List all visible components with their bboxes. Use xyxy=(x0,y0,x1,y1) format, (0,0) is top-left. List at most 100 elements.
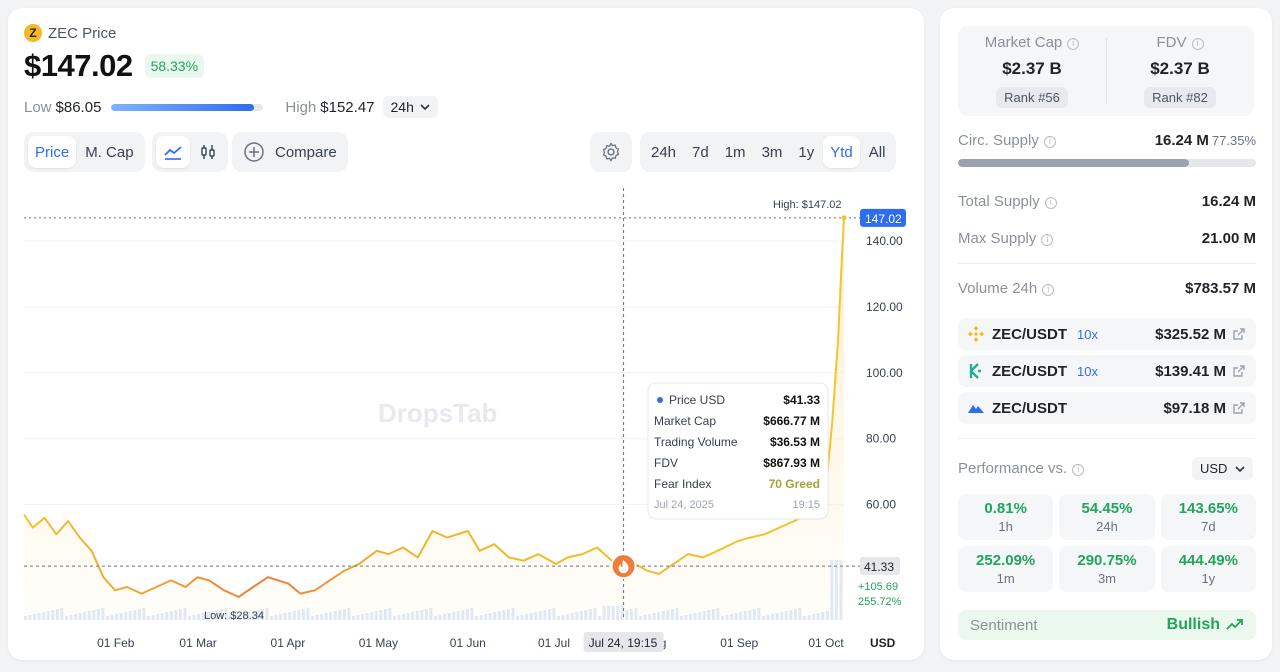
range-period-select[interactable]: 24h xyxy=(382,96,438,118)
perf-value: 0.81% xyxy=(984,500,1027,517)
max-supply-row: Max Supply i 21.00 M xyxy=(958,230,1256,247)
tab-timeframe-24h[interactable]: 24h xyxy=(651,143,677,161)
y-tick-label: 120.00 xyxy=(866,300,903,314)
perf-cell-1h: 0.81% 1h xyxy=(958,494,1054,540)
x-tick-label: 01 Oct xyxy=(808,636,844,650)
info-icon[interactable]: i xyxy=(1043,136,1056,148)
current-price-tag-bg xyxy=(860,208,906,227)
tooltip-box xyxy=(647,382,829,520)
pair-name: ZEC/USDT xyxy=(992,362,1067,380)
y-tick-label: 80.00 xyxy=(866,432,896,446)
tab-timeframe-1m[interactable]: 1m xyxy=(724,143,746,161)
tab-timeframe-ytd[interactable]: Ytd xyxy=(823,136,860,168)
candlestick-button[interactable] xyxy=(192,136,224,168)
line-chart-button[interactable] xyxy=(156,136,190,168)
performance-currency: USD xyxy=(1200,461,1228,476)
pair-volume: $139.41 M xyxy=(1155,362,1226,380)
external-link-icon[interactable] xyxy=(1232,364,1246,378)
hover-date-tag: Jul 24, 19:15 xyxy=(589,636,658,650)
flame-icon xyxy=(618,560,629,574)
hover-date-tag-bg xyxy=(583,632,664,652)
price-chart[interactable]: 140.00 120.00 100.00 80.00 60.00 DropsTab High… xyxy=(8,188,924,654)
perf-period: 24h xyxy=(1096,519,1118,534)
tab-price[interactable]: Price xyxy=(28,136,77,168)
change-pct: 255.72% xyxy=(858,596,902,608)
divider xyxy=(958,438,1256,439)
info-icon[interactable]: i xyxy=(1044,197,1057,209)
price-change-badge: 58.33% xyxy=(144,54,205,78)
performance-header: Performance vs. i xyxy=(958,460,1178,477)
pair-row-binance[interactable]: ZEC/USDT 10x $325.52 M xyxy=(958,318,1256,350)
cap-fdv-box: Market Cap i $2.37 B Rank #56 FDV i $2.37 … xyxy=(958,26,1254,116)
perf-cell-24h: 54.45% 24h xyxy=(1059,494,1155,540)
range-row: Low $86.05 High $152.47 24h xyxy=(24,96,438,118)
external-link-icon[interactable] xyxy=(1232,327,1246,341)
price-area xyxy=(24,217,844,621)
fdv-block: FDV i $2.37 B Rank #82 xyxy=(1106,26,1254,108)
external-link-icon[interactable] xyxy=(1232,401,1246,415)
low-label: Low xyxy=(24,98,52,116)
y-tick-label: 140.00 xyxy=(866,234,903,248)
pair-leverage: 10x xyxy=(1077,326,1098,342)
info-icon[interactable]: i xyxy=(1067,38,1080,50)
circ-supply-fill xyxy=(958,159,1189,167)
perf-cell-3m: 290.75% 3m xyxy=(1059,546,1155,592)
pair-row-third[interactable]: ZEC/USDT $97.18 M xyxy=(958,392,1256,424)
tooltip-value: 70 Greed xyxy=(769,477,820,491)
pair-volume: $325.52 M xyxy=(1155,325,1226,343)
tab-market-cap[interactable]: M. Cap xyxy=(85,143,134,161)
line-chart-icon xyxy=(164,146,182,160)
x-tick-label: 01 Jul xyxy=(538,636,570,650)
volume-row: Volume 24h i $783.57 M xyxy=(958,280,1256,297)
tab-timeframe-all[interactable]: All xyxy=(868,143,886,161)
compare-button[interactable]: Compare xyxy=(236,136,344,168)
info-icon[interactable]: i xyxy=(1042,284,1055,296)
perf-value: 143.65% xyxy=(1178,500,1238,517)
tooltip-key: Market Cap xyxy=(654,414,716,428)
pair-row-kucoin[interactable]: ZEC/USDT 10x $139.41 M xyxy=(958,355,1256,387)
fdv-title: FDV xyxy=(1156,34,1187,51)
circ-supply-row: Circ. Supply i 16.24 M 77.35% xyxy=(958,132,1256,149)
range-fill xyxy=(111,103,255,111)
price-line xyxy=(23,217,845,598)
binance-icon xyxy=(968,326,984,342)
low-label: Low: $28.34 xyxy=(204,610,264,622)
performance-currency-select[interactable]: USD xyxy=(1192,457,1254,480)
coin-title: ZEC Price xyxy=(48,24,117,42)
compare-button-wrap: Compare xyxy=(232,132,348,172)
pair-leverage: 10x xyxy=(1077,363,1098,379)
info-icon[interactable]: i xyxy=(1191,38,1204,50)
gear-icon xyxy=(602,142,620,162)
settings-button[interactable] xyxy=(596,136,626,168)
perf-value: 252.09% xyxy=(976,552,1036,569)
tooltip-value: $36.53 M xyxy=(770,435,820,449)
stats-card: Market Cap i $2.37 B Rank #56 FDV i $2.37 … xyxy=(940,8,1272,660)
hover-price-tag-bg xyxy=(860,557,900,576)
x-tick-label: 01 Sep xyxy=(720,636,758,650)
perf-value: 444.49% xyxy=(1178,552,1238,569)
tooltip-key: Price USD xyxy=(669,393,725,407)
x-tick-label: 01 Jun xyxy=(450,636,486,650)
high-point xyxy=(841,215,847,221)
circ-supply-bar xyxy=(958,159,1256,167)
okx-mountain-icon xyxy=(968,405,984,413)
tooltip-key: FDV xyxy=(654,456,678,470)
tooltip-time: 19:15 xyxy=(792,499,820,511)
fdv-value: $2.37 B xyxy=(1150,59,1210,78)
plus-circle-icon xyxy=(244,142,264,162)
sentiment-label: Sentiment xyxy=(970,616,1038,634)
pair-name: ZEC/USDT xyxy=(992,325,1067,343)
tooltip-value: $666.77 M xyxy=(763,414,820,428)
volume-label: Volume 24h xyxy=(958,280,1038,297)
y-tick-label: 100.00 xyxy=(866,366,903,380)
info-icon[interactable]: i xyxy=(1041,234,1054,246)
timeframe-tabs: 24h 7d 1m 3m 1y Ytd All xyxy=(640,132,897,172)
info-icon[interactable]: i xyxy=(1072,464,1085,476)
tab-timeframe-3m[interactable]: 3m xyxy=(761,143,783,161)
tooltip-dot xyxy=(657,397,663,403)
circ-supply-value: 16.24 M xyxy=(1154,132,1209,149)
hover-price-tag: 41.33 xyxy=(864,560,894,574)
tab-timeframe-7d[interactable]: 7d xyxy=(692,143,709,161)
perf-cell-7d: 143.65% 7d xyxy=(1160,494,1256,540)
tab-timeframe-1y[interactable]: 1y xyxy=(798,143,815,161)
